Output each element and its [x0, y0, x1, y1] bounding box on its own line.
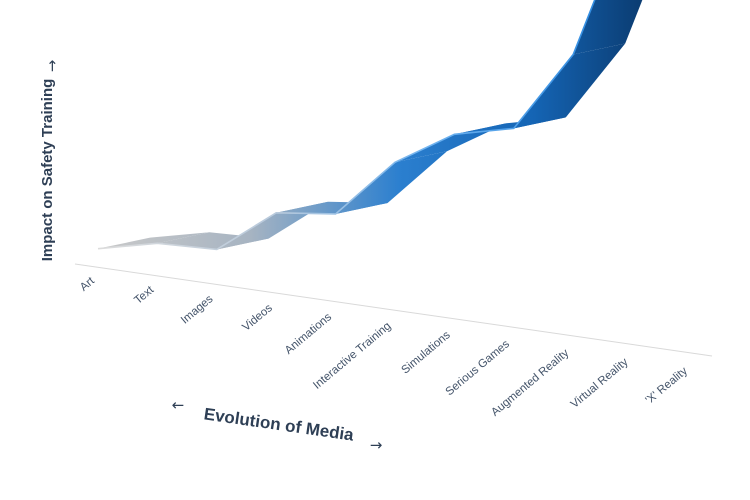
y-axis-arrow-group: →	[43, 60, 61, 73]
series-line	[97, 0, 596, 251]
series-ribbon	[97, 0, 643, 251]
y-axis-title: Impact on Safety Training	[39, 79, 56, 262]
ribbon-segment	[573, 0, 643, 55]
x-tick-label: Art	[78, 275, 98, 294]
x-axis-title: Evolution of Media	[203, 404, 356, 444]
x-tick-label: Interactive Training	[311, 320, 393, 392]
ribbon-segment	[98, 232, 210, 249]
x-axis-label: Evolution of Media	[203, 404, 356, 444]
x-axis-left-arrow-icon: ←	[172, 396, 185, 414]
ribbon-segment	[513, 43, 626, 129]
x-tick-label: Videos	[240, 302, 275, 334]
x-tick-label: Simulations	[399, 329, 452, 377]
x-tick-label: Images	[179, 293, 216, 327]
x-axis-right-arrow-icon: →	[370, 436, 383, 454]
y-axis-label: Impact on Safety Training	[39, 79, 56, 262]
x-tick-label: Serious Games	[444, 338, 513, 398]
ribbon-segment	[395, 123, 507, 163]
ribbon-segment	[335, 151, 447, 214]
x-tick-label: 'X' Reality	[644, 365, 691, 407]
y-axis-arrow-icon: →	[43, 60, 61, 73]
x-tick-label: Augmented Reality	[489, 347, 571, 419]
category-labels: Art Text Images Videos AnimationsInteractive…	[78, 275, 690, 419]
x-tick-label: Virtual Reality	[569, 356, 631, 411]
x-axis-line	[74, 263, 713, 357]
x-tick-label: Animations	[283, 311, 334, 357]
x-tick-label: Text	[132, 284, 156, 307]
